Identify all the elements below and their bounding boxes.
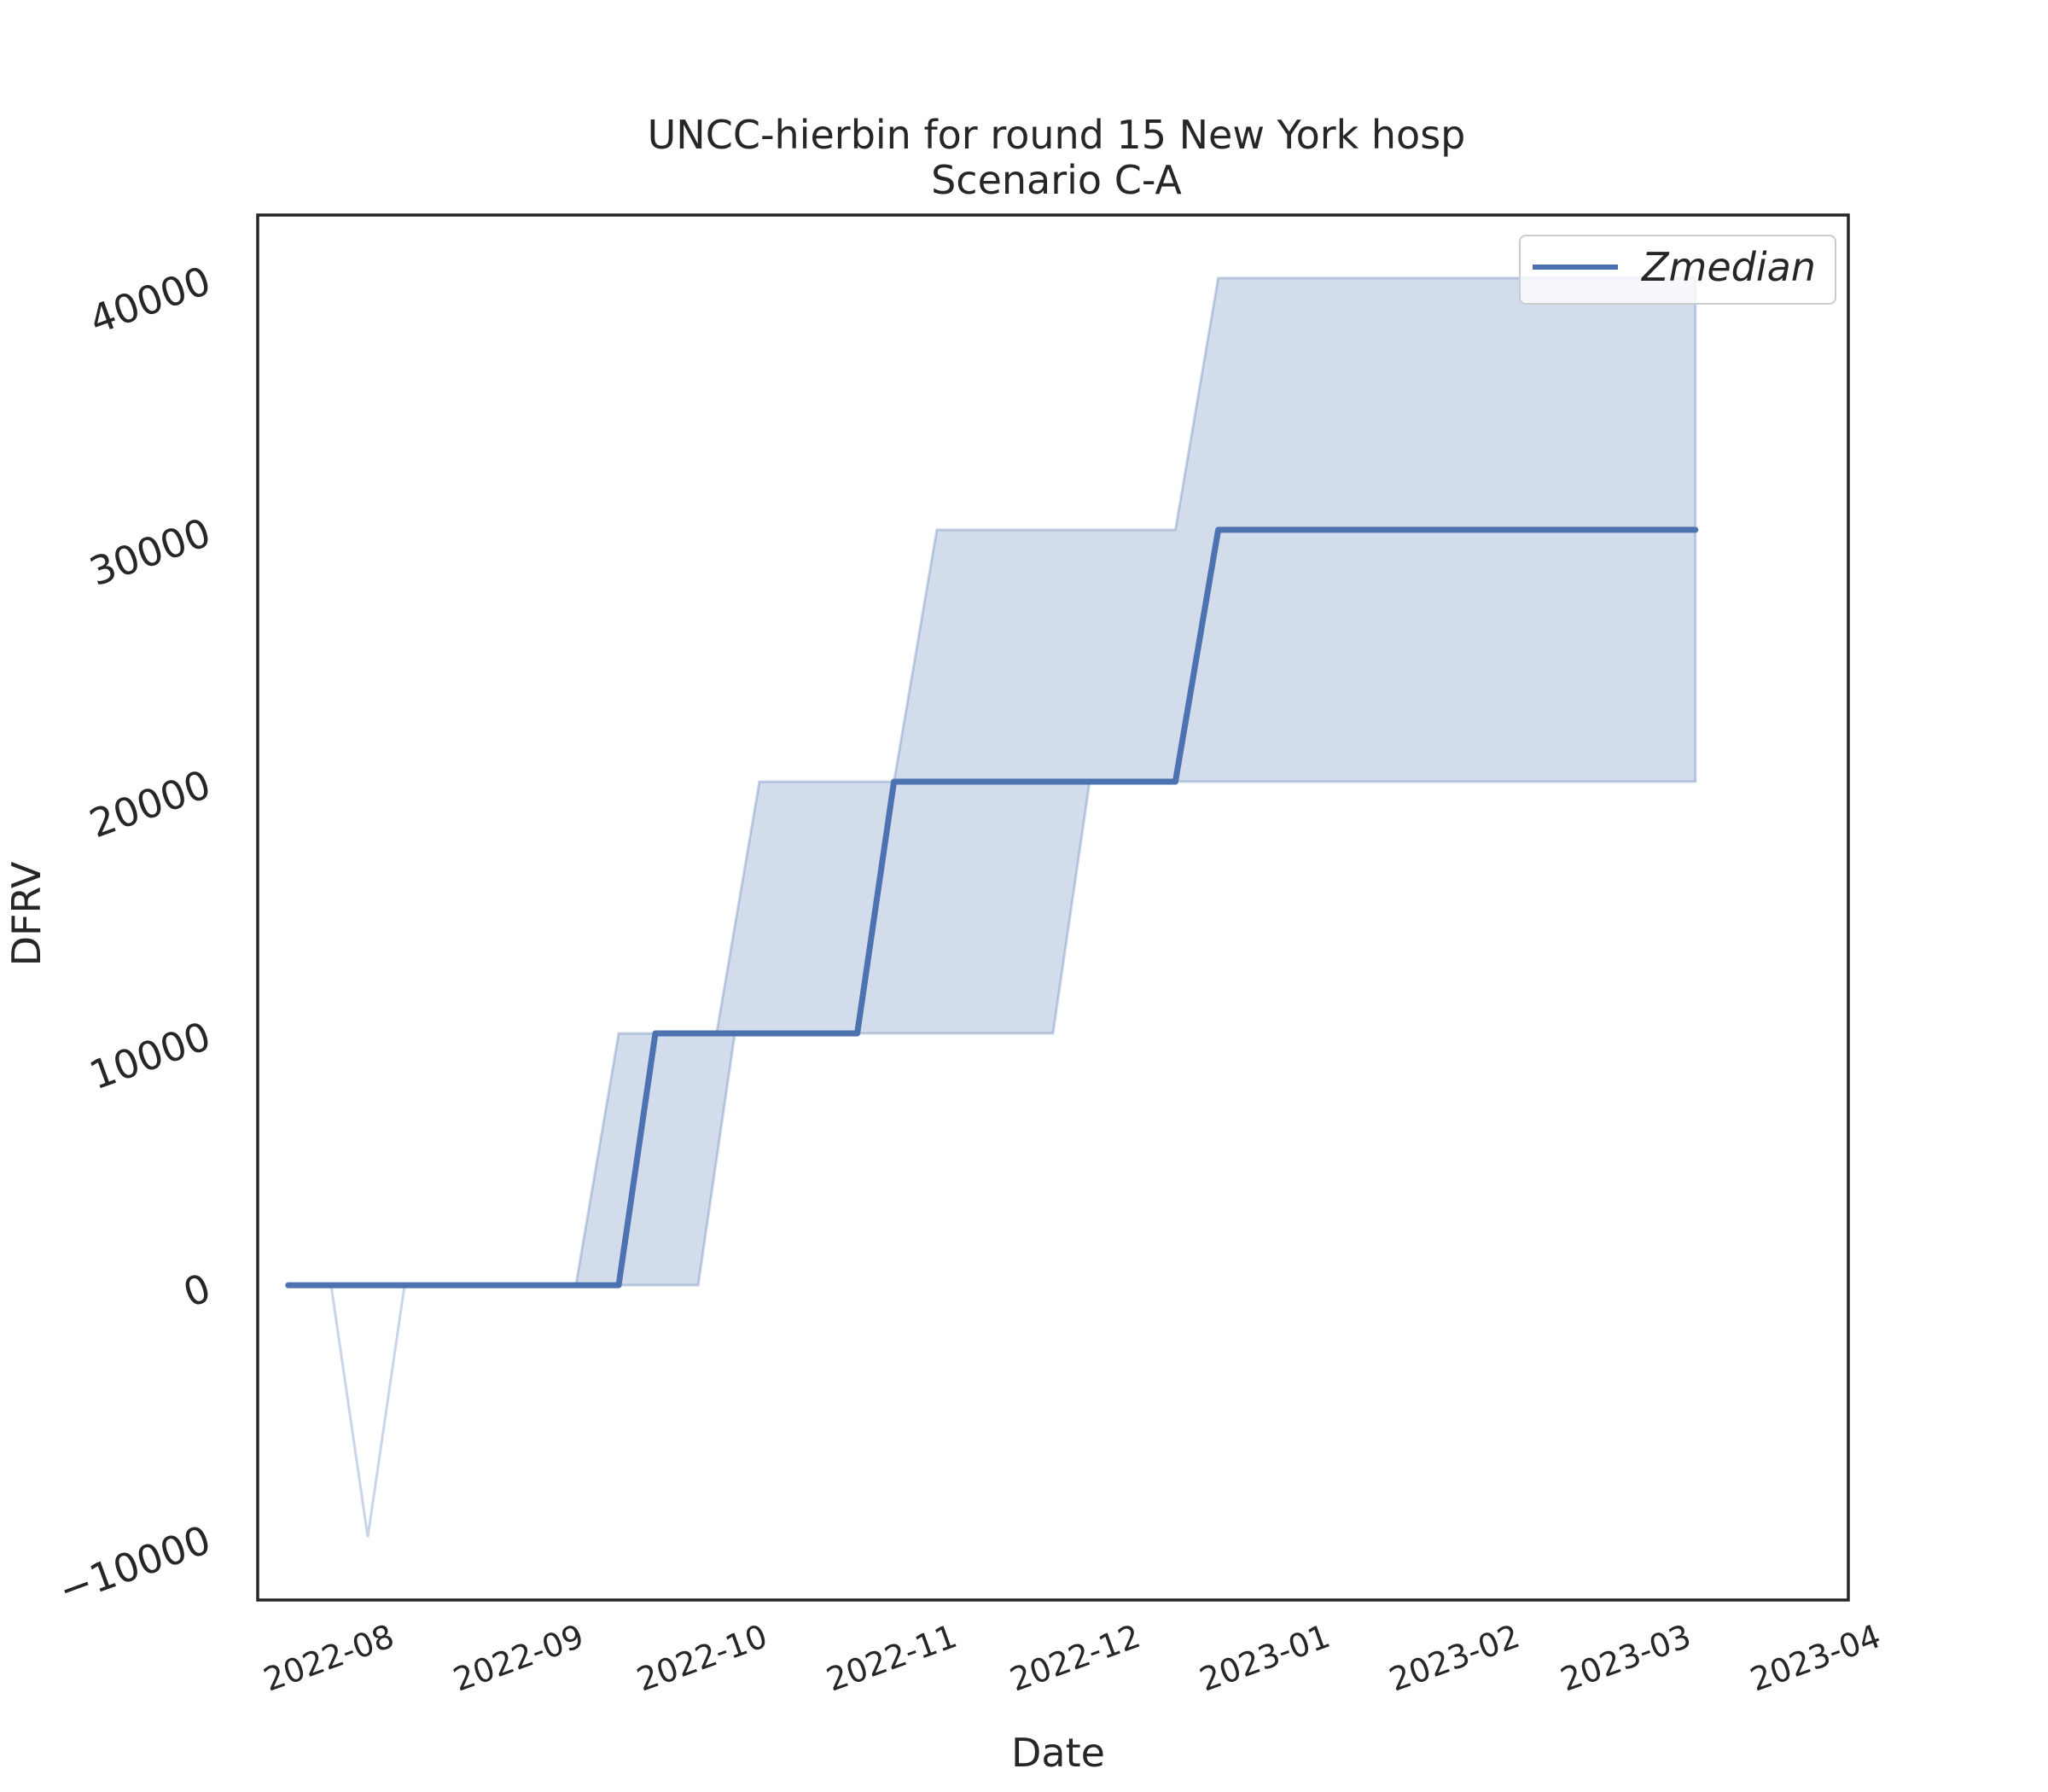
x-tick-label: 2022-09: [448, 1617, 588, 1699]
chart-subtitle: Scenario C-A: [931, 157, 1182, 203]
x-tick-label: 2022-08: [259, 1617, 399, 1699]
y-tick-label: −10000: [53, 1516, 217, 1614]
x-axis-label: Date: [1011, 1730, 1105, 1776]
x-tick-label: 2023-01: [1195, 1617, 1335, 1699]
legend-label-zmedian: Zmedian: [1640, 244, 1816, 290]
series-line-zmedian: [285, 527, 1699, 1289]
y-axis-label: DFRV: [3, 861, 49, 966]
y-tick-label: 0: [177, 1265, 217, 1317]
plot-area: [285, 276, 1699, 1538]
y-tick-label: 40000: [84, 257, 217, 343]
axes-frame: [256, 213, 1850, 1602]
x-tick-label: 2023-02: [1384, 1617, 1524, 1699]
x-tick-label: 2022-12: [1005, 1617, 1145, 1699]
x-tick-label: 2022-11: [822, 1617, 962, 1699]
x-tick-label: 2023-03: [1556, 1617, 1696, 1699]
uncertainty-band: [288, 276, 1697, 1538]
x-tick-label: 2022-10: [632, 1617, 772, 1699]
legend-box: [1519, 235, 1836, 305]
legend: Zmedian: [1519, 235, 1836, 305]
chart-title: UNCC-hierbin for round 15 New York hosp: [648, 112, 1466, 158]
x-axis-ticks: 2022-08 2022-09 2022-10 2022-11 2022-12 2023-…: [259, 1617, 1885, 1699]
y-tick-label: 10000: [84, 1013, 217, 1099]
y-tick-label: 30000: [84, 509, 217, 595]
x-tick-label: 2023-04: [1745, 1617, 1885, 1699]
y-axis-ticks: −10000 0 10000 20000 30000 40000: [53, 257, 217, 1613]
y-tick-label: 20000: [84, 761, 217, 847]
